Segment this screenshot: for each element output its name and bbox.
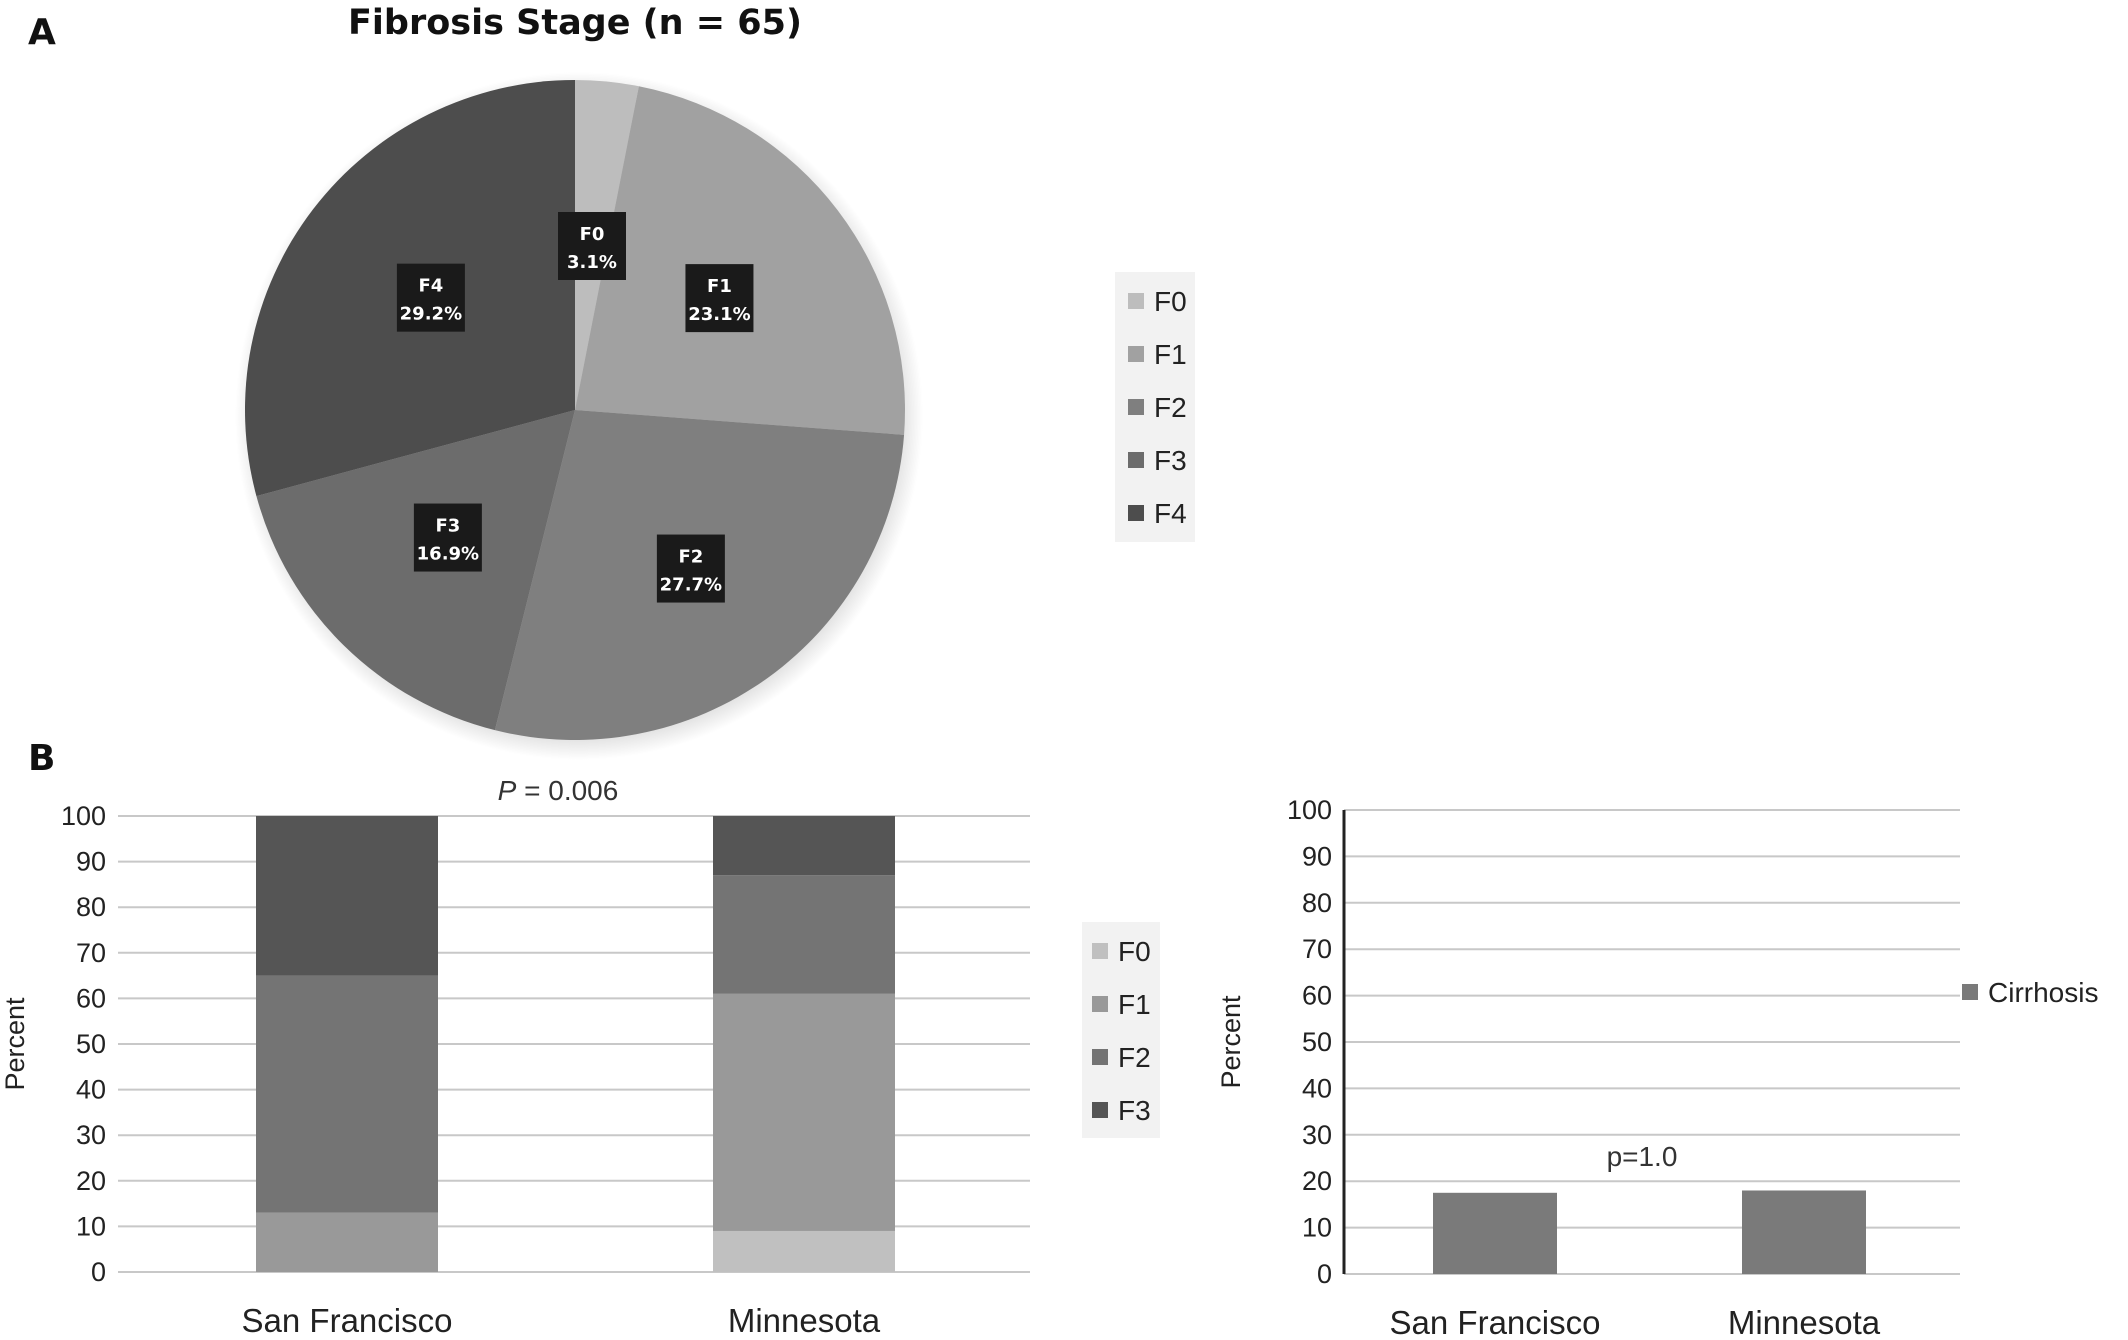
p-value-symbol: P [498,775,517,806]
y-axis-title: Percent [0,997,30,1091]
legend-swatch-f0 [1092,943,1108,959]
legend-swatch-f1 [1128,346,1144,362]
y-tick-label: 60 [1302,981,1332,1011]
x-category-label: Minnesota [1728,1304,1881,1340]
pie-data-label-value: 27.7% [660,575,722,596]
y-tick-label: 50 [76,1029,106,1059]
y-tick-label: 20 [1302,1166,1332,1196]
y-axis-title: Percent [1216,995,1246,1089]
pie-data-label-f4: F4 29.2% [396,263,465,332]
legend-swatch-f3 [1128,452,1144,468]
legend-label-f4: F4 [1154,498,1187,529]
y-tick-label: 90 [76,847,106,877]
y-tick-label: 100 [61,801,106,831]
legend-swatch-f1 [1092,996,1108,1012]
bar-minnesota-f3 [713,816,895,876]
pie-chart-title: Fibrosis Stage (n = 65) [348,3,802,43]
y-tick-label: 80 [76,892,106,922]
pie-data-label-value: 3.1% [567,252,617,273]
y-tick-label: 10 [1302,1213,1332,1243]
x-category-label: San Francisco [1390,1304,1601,1340]
y-tick-label: 0 [1317,1259,1332,1289]
legend-swatch-f4 [1128,505,1144,521]
p-value-text: = 0.006 [516,775,618,806]
legend-swatch-f2 [1128,399,1144,415]
bar-san-francisco-f1 [256,1212,438,1272]
y-tick-label: 40 [1302,1073,1332,1103]
p-value-text: p=1.0 [1607,1141,1678,1172]
p-value-annotation: p=1.0 [1607,1141,1678,1172]
pie-data-label-box [413,503,482,572]
y-tick-label: 0 [91,1257,106,1287]
legend-label-f0: F0 [1154,286,1187,317]
bar-san-francisco-cirrhosis [1433,1192,1557,1274]
x-category-label: San Francisco [242,1302,453,1339]
cirrhosis-bar-chart: 0 10 20 30 40 50 60 70 80 90 100 Percent San Francis… [1216,795,2098,1340]
y-tick-label: 60 [76,983,106,1013]
pie-data-label-category: F4 [418,276,443,297]
legend-label-f3: F3 [1154,445,1187,476]
legend-label-f0: F0 [1118,936,1151,967]
legend-label-f3: F3 [1118,1095,1151,1126]
y-tick-label: 20 [76,1166,106,1196]
pie-data-label-box [558,212,626,280]
pie-data-label-f0: F0 3.1% [558,212,626,280]
pie-data-label-box [656,534,725,603]
pie-data-label-category: F3 [435,516,460,537]
pie-data-label-value: 16.9% [417,544,479,565]
pie-data-label-f2: F2 27.7% [656,534,725,603]
x-category-label: Minnesota [728,1302,881,1339]
legend-swatch-f2 [1092,1049,1108,1065]
y-tick-label: 10 [76,1211,106,1241]
y-tick-label: 50 [1302,1027,1332,1057]
pie-data-label-f1: F1 23.1% [685,264,754,333]
legend-label-f1: F1 [1118,989,1151,1020]
y-tick-label: 40 [76,1075,106,1105]
pie-data-label-value: 29.2% [400,304,462,325]
panel-a-letter: A [28,12,56,53]
legend-label-f1: F1 [1154,339,1187,370]
pie-slice-f1 [575,86,905,435]
stacked-bar-chart: 0 10 20 30 40 50 60 70 80 90 100 Percent San Francis… [0,775,1160,1339]
legend-label-f2: F2 [1118,1042,1151,1073]
y-tick-label: 70 [1302,934,1332,964]
bar-minnesota-cirrhosis [1742,1190,1866,1274]
bar-minnesota-f0 [713,1230,895,1272]
pie-data-label-category: F2 [678,547,703,568]
legend-swatch-f3 [1092,1102,1108,1118]
y-tick-label: 80 [1302,888,1332,918]
pie-data-label-f3: F3 16.9% [413,503,482,572]
y-tick-label: 70 [76,938,106,968]
bar-legend: F0 F1 F2 F3 [1082,922,1160,1138]
bar-minnesota-f1 [713,993,895,1231]
bar-minnesota-f2 [713,875,895,994]
pie-data-label-category: F1 [707,276,732,297]
y-tick-label: 100 [1287,795,1332,825]
bar-legend: Cirrhosis [1962,977,2098,1008]
bar-san-francisco-f3 [256,816,438,976]
pie-chart: F0 3.1% F1 23.1% F2 27.7% F3 16.9% F4 29.2% [235,72,923,760]
y-tick-label: 30 [76,1120,106,1150]
pie-data-label-box [685,264,754,333]
bar-san-francisco-f2 [256,975,438,1213]
legend-swatch-cirrhosis [1962,984,1978,1000]
pie-data-label-value: 23.1% [688,304,750,325]
pie-data-label-box [396,263,465,332]
y-tick-label: 90 [1302,841,1332,871]
panel-b-letter: B [28,738,55,779]
legend-swatch-f0 [1128,293,1144,309]
pie-legend: F0 F1 F2 F3 F4 [1115,272,1195,542]
legend-label-cirrhosis: Cirrhosis [1988,977,2098,1008]
legend-label-f2: F2 [1154,392,1187,423]
p-value-annotation: P = 0.006 [498,775,619,806]
pie-data-label-category: F0 [580,224,605,245]
y-tick-label: 30 [1302,1120,1332,1150]
